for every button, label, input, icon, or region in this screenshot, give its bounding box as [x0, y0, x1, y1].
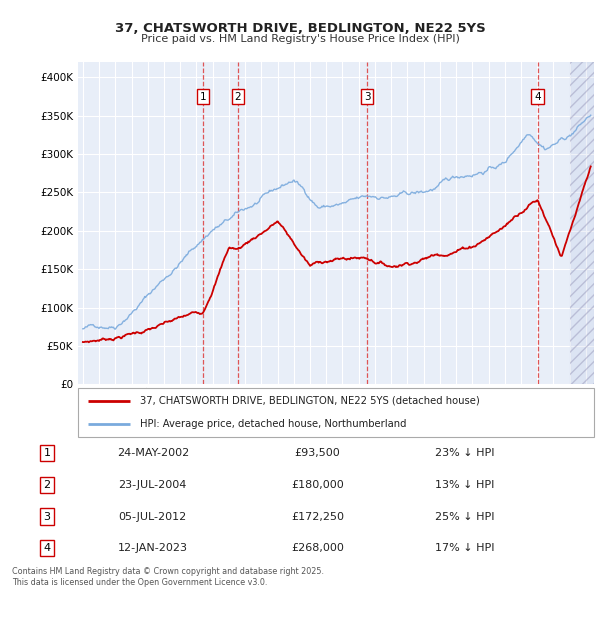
Text: 13% ↓ HPI: 13% ↓ HPI	[435, 480, 494, 490]
Text: 2: 2	[235, 92, 241, 102]
Text: 37, CHATSWORTH DRIVE, BEDLINGTON, NE22 5YS: 37, CHATSWORTH DRIVE, BEDLINGTON, NE22 5…	[115, 22, 485, 35]
Text: Contains HM Land Registry data © Crown copyright and database right 2025.
This d: Contains HM Land Registry data © Crown c…	[12, 567, 324, 587]
Bar	[569, 62, 594, 384]
Text: £180,000: £180,000	[291, 480, 344, 490]
Text: 23% ↓ HPI: 23% ↓ HPI	[434, 448, 494, 458]
Bar	[569, 62, 594, 384]
Text: £93,500: £93,500	[295, 448, 340, 458]
Text: 4: 4	[535, 92, 541, 102]
Text: 12-JAN-2023: 12-JAN-2023	[118, 543, 188, 553]
Text: 17% ↓ HPI: 17% ↓ HPI	[434, 543, 494, 553]
Text: 23-JUL-2004: 23-JUL-2004	[119, 480, 187, 490]
Text: 05-JUL-2012: 05-JUL-2012	[119, 512, 187, 521]
Text: 1: 1	[199, 92, 206, 102]
Text: 25% ↓ HPI: 25% ↓ HPI	[434, 512, 494, 521]
Text: 37, CHATSWORTH DRIVE, BEDLINGTON, NE22 5YS (detached house): 37, CHATSWORTH DRIVE, BEDLINGTON, NE22 5…	[140, 396, 479, 406]
Text: Price paid vs. HM Land Registry's House Price Index (HPI): Price paid vs. HM Land Registry's House …	[140, 34, 460, 44]
Text: 24-MAY-2002: 24-MAY-2002	[116, 448, 189, 458]
Text: 3: 3	[364, 92, 370, 102]
Text: £172,250: £172,250	[291, 512, 344, 521]
Text: 1: 1	[43, 448, 50, 458]
FancyBboxPatch shape	[78, 388, 594, 437]
Text: 2: 2	[43, 480, 50, 490]
Text: HPI: Average price, detached house, Northumberland: HPI: Average price, detached house, Nort…	[140, 418, 406, 428]
Text: 4: 4	[43, 543, 50, 553]
Text: 3: 3	[43, 512, 50, 521]
Text: £268,000: £268,000	[291, 543, 344, 553]
